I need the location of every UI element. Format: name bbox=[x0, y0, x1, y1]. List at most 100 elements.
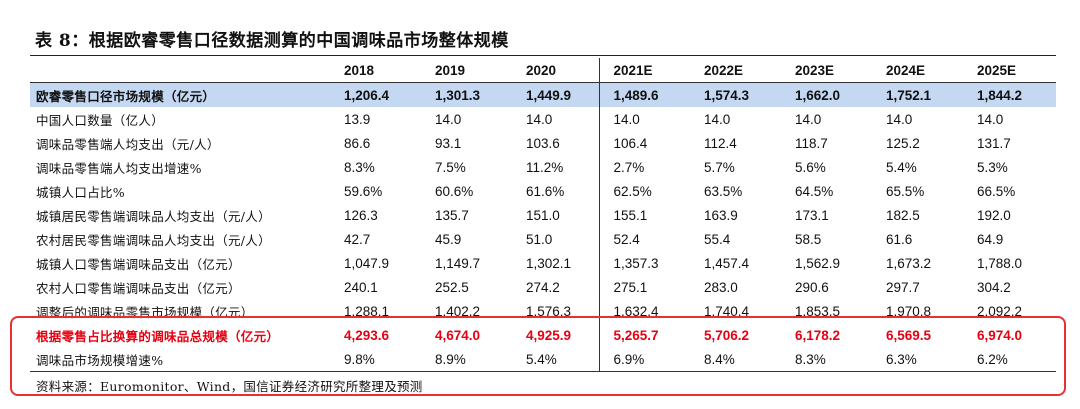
cell-value: 5.4% bbox=[886, 159, 917, 175]
cell-value: 63.5% bbox=[704, 183, 743, 199]
table-row: 调味品零售端人均支出（元/人） 86.6 93.1 103.6 106.4 112.4 11… bbox=[30, 131, 1056, 155]
column-header-2020: 2020 bbox=[512, 58, 599, 83]
cell-value: 2,092.2 bbox=[977, 303, 1023, 319]
cell-value: 64.9 bbox=[977, 231, 1004, 247]
table-row: 根据零售占比换算的调味品总规模（亿元） 4,293.6 4,674.0 4,925.9… bbox=[30, 323, 1056, 347]
cell-value: 5.6% bbox=[795, 159, 826, 175]
cell-value: 118.7 bbox=[795, 135, 828, 151]
cell-value: 2.7% bbox=[598, 155, 690, 179]
table-row: 调整后的调味品零售市场规模（亿元） 1,288.1 1,402.2 1,576.3 1,… bbox=[30, 299, 1056, 323]
cell-value: 155.1 bbox=[598, 203, 690, 227]
cell-value: 173.1 bbox=[795, 207, 829, 223]
cell-value: 6,569.5 bbox=[886, 327, 932, 343]
cell-value: 182.5 bbox=[886, 207, 920, 223]
cell-value: 51.0 bbox=[526, 231, 553, 247]
cell-value: 64.5% bbox=[795, 183, 834, 199]
cell-value: 290.6 bbox=[795, 279, 829, 295]
cell-value: 65.5% bbox=[886, 183, 925, 199]
cell-value: 60.6% bbox=[435, 183, 474, 199]
source-note: 资料来源：Euromonitor、Wind，国信证券经济研究所整理及预测 bbox=[36, 379, 423, 394]
table-row: 农村居民零售端调味品人均支出（元/人） 42.7 45.9 51.0 52.4 55.4 5… bbox=[30, 227, 1056, 251]
cell-value: 1,574.3 bbox=[690, 82, 781, 107]
cell-value: 8.3% bbox=[344, 159, 375, 175]
cell-value: 112.4 bbox=[704, 135, 737, 151]
cell-value: 5,706.2 bbox=[704, 327, 750, 343]
cell-value: 4,293.6 bbox=[344, 327, 390, 343]
row-label: 城镇居民零售端调味品人均支出（元/人） bbox=[36, 208, 271, 224]
column-header-2019: 2019 bbox=[421, 58, 512, 83]
cell-value: 252.5 bbox=[435, 279, 469, 295]
column-header-2018: 2018 bbox=[330, 58, 421, 83]
cell-value: 6.9% bbox=[598, 347, 690, 372]
cell-value: 52.4 bbox=[598, 227, 690, 251]
cell-value: 1,576.3 bbox=[526, 303, 572, 319]
cell-value: 125.2 bbox=[886, 135, 920, 151]
cell-value: 192.0 bbox=[977, 207, 1011, 223]
cell-value: 1,357.3 bbox=[598, 251, 690, 275]
table-row: 城镇人口零售端调味品支出（亿元） 1,047.9 1,149.7 1,302.1 1,3… bbox=[30, 251, 1056, 275]
cell-value: 5.7% bbox=[704, 159, 735, 175]
cell-value: 14.0 bbox=[704, 111, 731, 127]
cell-value: 1,562.9 bbox=[795, 255, 841, 271]
cell-value: 151.0 bbox=[526, 207, 560, 223]
cell-value: 163.9 bbox=[704, 207, 738, 223]
cell-value: 6,974.0 bbox=[977, 327, 1023, 343]
row-label: 调味品零售端人均支出（元/人） bbox=[36, 136, 220, 152]
cell-value: 8.9% bbox=[421, 347, 512, 372]
cell-value: 61.6 bbox=[886, 231, 913, 247]
row-label: 农村人口零售端调味品支出（亿元） bbox=[36, 280, 241, 296]
cell-value: 1,970.8 bbox=[886, 303, 932, 319]
cell-value: 61.6% bbox=[526, 183, 565, 199]
table-row: 农村人口零售端调味品支出（亿元） 240.1 252.5 274.2 275.1 283.… bbox=[30, 275, 1056, 299]
cell-value: 59.6% bbox=[344, 183, 383, 199]
row-label: 调味品市场规模增速% bbox=[30, 347, 330, 372]
cell-value: 240.1 bbox=[344, 279, 378, 295]
cell-value: 1,149.7 bbox=[435, 255, 481, 271]
cell-value: 1,302.1 bbox=[526, 255, 572, 271]
cell-value: 1,457.4 bbox=[704, 255, 750, 271]
row-label: 中国人口数量（亿人） bbox=[36, 112, 165, 128]
cell-value: 4,925.9 bbox=[526, 327, 572, 343]
cell-value: 1,449.9 bbox=[512, 82, 599, 107]
table-row: 城镇居民零售端调味品人均支出（元/人） 126.3 135.7 151.0 155.1 1… bbox=[30, 203, 1056, 227]
header-blank bbox=[30, 58, 330, 83]
cell-value: 283.0 bbox=[704, 279, 738, 295]
table-title-bar: 表 8：根据欧睿零售口径数据测算的中国调味品市场整体规模 bbox=[30, 4, 1056, 56]
cell-value: 14.0 bbox=[435, 111, 462, 127]
cell-value: 14.0 bbox=[598, 107, 690, 131]
cell-value: 131.7 bbox=[977, 135, 1011, 151]
column-header-2022e: 2022E bbox=[690, 58, 781, 83]
cell-value: 8.4% bbox=[690, 347, 781, 372]
column-header-2023e: 2023E bbox=[781, 58, 872, 83]
cell-value: 45.9 bbox=[435, 231, 462, 247]
table-row: 城镇人口占比% 59.6% 60.6% 61.6% 62.5% 63.5% 64.5% 65.… bbox=[30, 179, 1056, 203]
row-label: 欧睿零售口径市场规模（亿元） bbox=[30, 82, 330, 107]
cell-value: 1,288.1 bbox=[344, 303, 390, 319]
cell-value: 1,047.9 bbox=[344, 255, 390, 271]
cell-value: 1,632.4 bbox=[598, 299, 690, 323]
cell-value: 42.7 bbox=[344, 231, 371, 247]
row-label: 农村居民零售端调味品人均支出（元/人） bbox=[36, 232, 271, 248]
cell-value: 304.2 bbox=[977, 279, 1011, 295]
cell-value: 6,178.2 bbox=[795, 327, 841, 343]
cell-value: 9.8% bbox=[330, 347, 421, 372]
row-label: 城镇人口零售端调味品支出（亿元） bbox=[36, 256, 241, 272]
cell-value: 6.3% bbox=[872, 347, 963, 372]
cell-value: 1,752.1 bbox=[872, 82, 963, 107]
cell-value: 13.9 bbox=[344, 111, 371, 127]
table-title: 表 8：根据欧睿零售口径数据测算的中国调味品市场整体规模 bbox=[35, 31, 509, 51]
table-row: 中国人口数量（亿人） 13.9 14.0 14.0 14.0 14.0 14.0 14.0 14… bbox=[30, 107, 1056, 131]
cell-value: 275.1 bbox=[598, 275, 690, 299]
cell-value: 1,489.6 bbox=[598, 82, 690, 107]
table-header-row: 2018 2019 2020 2021E 2022E 2023E 2024E 2025E bbox=[30, 58, 1056, 83]
cell-value: 14.0 bbox=[886, 111, 913, 127]
cell-value: 1,788.0 bbox=[977, 255, 1023, 271]
cell-value: 62.5% bbox=[598, 179, 690, 203]
cell-value: 93.1 bbox=[435, 135, 462, 151]
cell-value: 1,206.4 bbox=[330, 82, 421, 107]
cell-value: 297.7 bbox=[886, 279, 920, 295]
cell-value: 274.2 bbox=[526, 279, 560, 295]
table-row: 调味品零售端人均支出增速% 8.3% 7.5% 11.2% 2.7% 5.7% 5.6% 5.… bbox=[30, 155, 1056, 179]
table-row: 调味品市场规模增速% 9.8% 8.9% 5.4% 6.9% 8.4% 8.3% 6.3% 6.… bbox=[30, 347, 1056, 372]
cell-value: 1,301.3 bbox=[421, 82, 512, 107]
